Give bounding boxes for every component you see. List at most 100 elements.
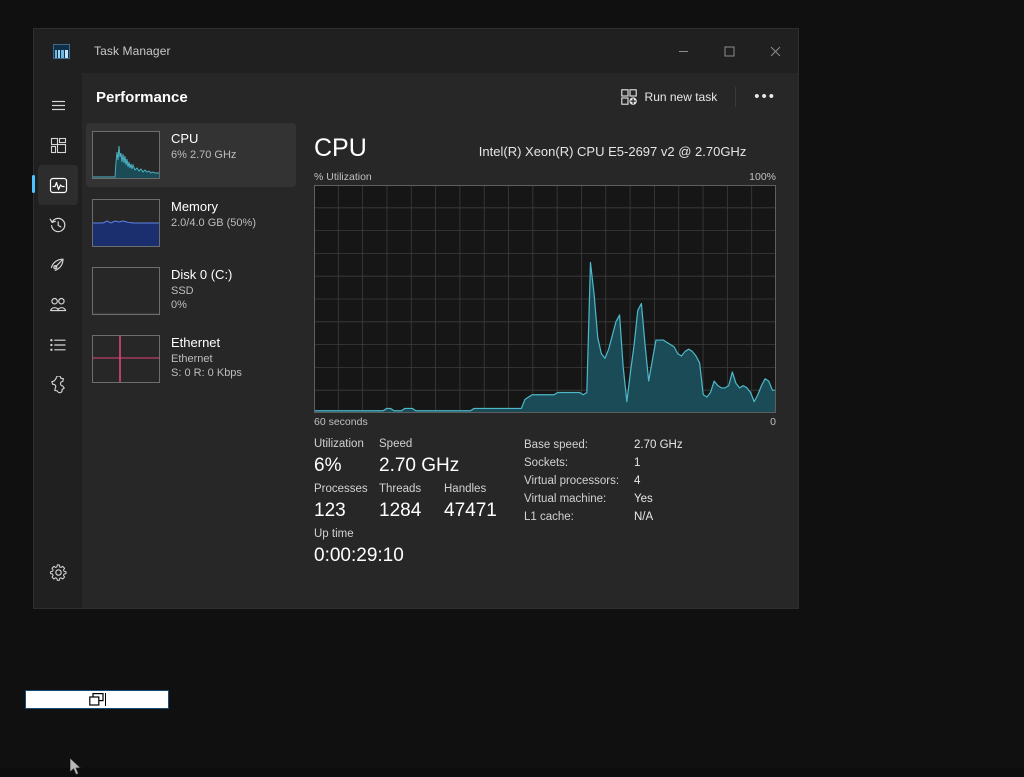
resource-name: Memory bbox=[171, 199, 256, 215]
users-people-icon bbox=[49, 296, 67, 314]
stat-label: Threads bbox=[379, 481, 444, 498]
detail-header: CPU Intel(R) Xeon(R) CPU E5-2697 v2 @ 2.… bbox=[314, 133, 776, 163]
sidebar-item-users[interactable] bbox=[38, 285, 78, 325]
resource-item-cpu[interactable]: CPU 6% 2.70 GHz bbox=[86, 123, 296, 187]
info-row-virtual-processors: Virtual processors: 4 bbox=[524, 472, 776, 490]
stat-value: 123 bbox=[314, 498, 379, 524]
stat-value: 47471 bbox=[444, 498, 497, 524]
sidebar-item-services[interactable] bbox=[38, 365, 78, 405]
sidebar-item-app-history[interactable] bbox=[38, 205, 78, 245]
resource-item-memory[interactable]: Memory 2.0/4.0 GB (50%) bbox=[86, 191, 296, 255]
info-key: Virtual machine: bbox=[524, 490, 634, 508]
info-row-virtual-machine: Virtual machine: Yes bbox=[524, 490, 776, 508]
taskbar-text-box[interactable] bbox=[25, 690, 169, 709]
stat-value: 0:00:29:10 bbox=[314, 543, 522, 569]
sidebar-item-processes[interactable] bbox=[38, 125, 78, 165]
task-manager-window: Task Manager bbox=[33, 28, 799, 609]
hamburger-menu-icon bbox=[50, 97, 67, 114]
run-new-task-button[interactable]: Run new task bbox=[611, 83, 728, 111]
stats-left-column: Utilization 6% Speed 2.70 GHz bbox=[314, 436, 522, 569]
stat-label: Speed bbox=[379, 436, 459, 453]
stat-uptime: Up time 0:00:29:10 bbox=[314, 526, 522, 569]
main-area: CPU 6% 2.70 GHz bbox=[82, 121, 798, 608]
stat-threads: Threads 1284 bbox=[379, 481, 444, 524]
info-row-l1-cache: L1 cache: N/A bbox=[524, 508, 776, 526]
stat-speed: Speed 2.70 GHz bbox=[379, 436, 459, 479]
info-value: 1 bbox=[634, 454, 640, 472]
stat-processes: Processes 123 bbox=[314, 481, 379, 524]
resource-sub-2: 0% bbox=[171, 298, 232, 312]
close-icon bbox=[770, 46, 781, 57]
info-value: 4 bbox=[634, 472, 640, 490]
window-titlebar[interactable]: Task Manager bbox=[34, 29, 798, 73]
sidebar-item-menu[interactable] bbox=[38, 85, 78, 125]
more-options-button[interactable]: ••• bbox=[744, 86, 786, 108]
command-bar-actions: Run new task ••• bbox=[611, 83, 786, 111]
info-key: Virtual processors: bbox=[524, 472, 634, 490]
command-bar: Performance Run new task bbox=[82, 73, 798, 121]
maximize-icon bbox=[724, 46, 735, 57]
detail-pane: CPU Intel(R) Xeon(R) CPU E5-2697 v2 @ 2.… bbox=[300, 121, 798, 608]
window-body: Performance Run new task bbox=[34, 73, 798, 608]
stat-value: 6% bbox=[314, 453, 379, 479]
cascade-windows-icon bbox=[89, 693, 104, 706]
info-key: L1 cache: bbox=[524, 508, 634, 526]
cpu-sparkline-thumbnail bbox=[92, 131, 160, 179]
cpu-utilization-graph bbox=[314, 185, 776, 413]
maximize-button[interactable] bbox=[706, 29, 752, 73]
axis-label-utilization: % Utilization bbox=[314, 171, 372, 183]
sidebar-item-settings[interactable] bbox=[38, 552, 78, 592]
info-value: 2.70 GHz bbox=[634, 436, 683, 454]
details-list-icon bbox=[49, 336, 67, 354]
settings-gear-icon bbox=[49, 563, 68, 582]
stat-value: 2.70 GHz bbox=[379, 453, 459, 479]
content-panel: Performance Run new task bbox=[82, 73, 798, 608]
resource-name: CPU bbox=[171, 131, 236, 147]
resource-item-text: Ethernet Ethernet S: 0 R: 0 Kbps bbox=[171, 335, 242, 380]
stat-handles: Handles 47471 bbox=[444, 481, 497, 524]
app-history-clock-icon bbox=[49, 216, 67, 234]
stat-value: 1284 bbox=[379, 498, 444, 524]
resource-list: CPU 6% 2.70 GHz bbox=[82, 121, 300, 608]
info-value: N/A bbox=[634, 508, 653, 526]
system-info-column: Base speed: 2.70 GHz Sockets: 1 Virtual … bbox=[522, 436, 776, 569]
close-button[interactable] bbox=[752, 29, 798, 73]
info-key: Sockets: bbox=[524, 454, 634, 472]
sidebar-item-performance[interactable] bbox=[38, 165, 78, 205]
cpu-model-label: Intel(R) Xeon(R) CPU E5-2697 v2 @ 2.70GH… bbox=[479, 144, 747, 159]
info-key: Base speed: bbox=[524, 436, 634, 454]
window-controls bbox=[660, 29, 798, 73]
cpu-utilization-chart bbox=[314, 185, 776, 413]
resource-sub: Ethernet bbox=[171, 352, 242, 366]
stat-label: Handles bbox=[444, 481, 497, 498]
resource-item-ethernet[interactable]: Ethernet Ethernet S: 0 R: 0 Kbps bbox=[86, 327, 296, 391]
services-gear-icon bbox=[49, 376, 68, 395]
sidebar-item-details[interactable] bbox=[38, 325, 78, 365]
resource-item-disk[interactable]: Disk 0 (C:) SSD 0% bbox=[86, 259, 296, 323]
page-title: Performance bbox=[96, 89, 188, 106]
graph-axis-bottom: 60 seconds 0 bbox=[314, 416, 776, 428]
stat-label: Utilization bbox=[314, 436, 379, 453]
task-manager-icon bbox=[53, 44, 70, 59]
stats-section: Utilization 6% Speed 2.70 GHz bbox=[314, 436, 776, 569]
stat-label: Up time bbox=[314, 526, 522, 543]
axis-label-zero: 0 bbox=[770, 416, 776, 428]
resource-sub: 2.0/4.0 GB (50%) bbox=[171, 216, 256, 230]
performance-pulse-icon bbox=[49, 176, 68, 195]
run-new-task-label: Run new task bbox=[645, 90, 718, 104]
run-new-task-icon bbox=[621, 89, 637, 105]
ethernet-crosshair-thumbnail bbox=[92, 335, 160, 383]
sidebar-item-startup-apps[interactable] bbox=[38, 245, 78, 285]
startup-apps-rocket-icon bbox=[49, 256, 67, 274]
axis-label-max: 100% bbox=[749, 171, 776, 183]
graph-axis-top: % Utilization 100% bbox=[314, 171, 776, 183]
text-caret bbox=[105, 693, 106, 706]
info-row-base-speed: Base speed: 2.70 GHz bbox=[524, 436, 776, 454]
minimize-button[interactable] bbox=[660, 29, 706, 73]
processes-grid-icon bbox=[50, 137, 67, 154]
window-title: Task Manager bbox=[94, 44, 171, 58]
stat-utilization: Utilization 6% bbox=[314, 436, 379, 479]
resource-name: Ethernet bbox=[171, 335, 242, 351]
info-row-sockets: Sockets: 1 bbox=[524, 454, 776, 472]
